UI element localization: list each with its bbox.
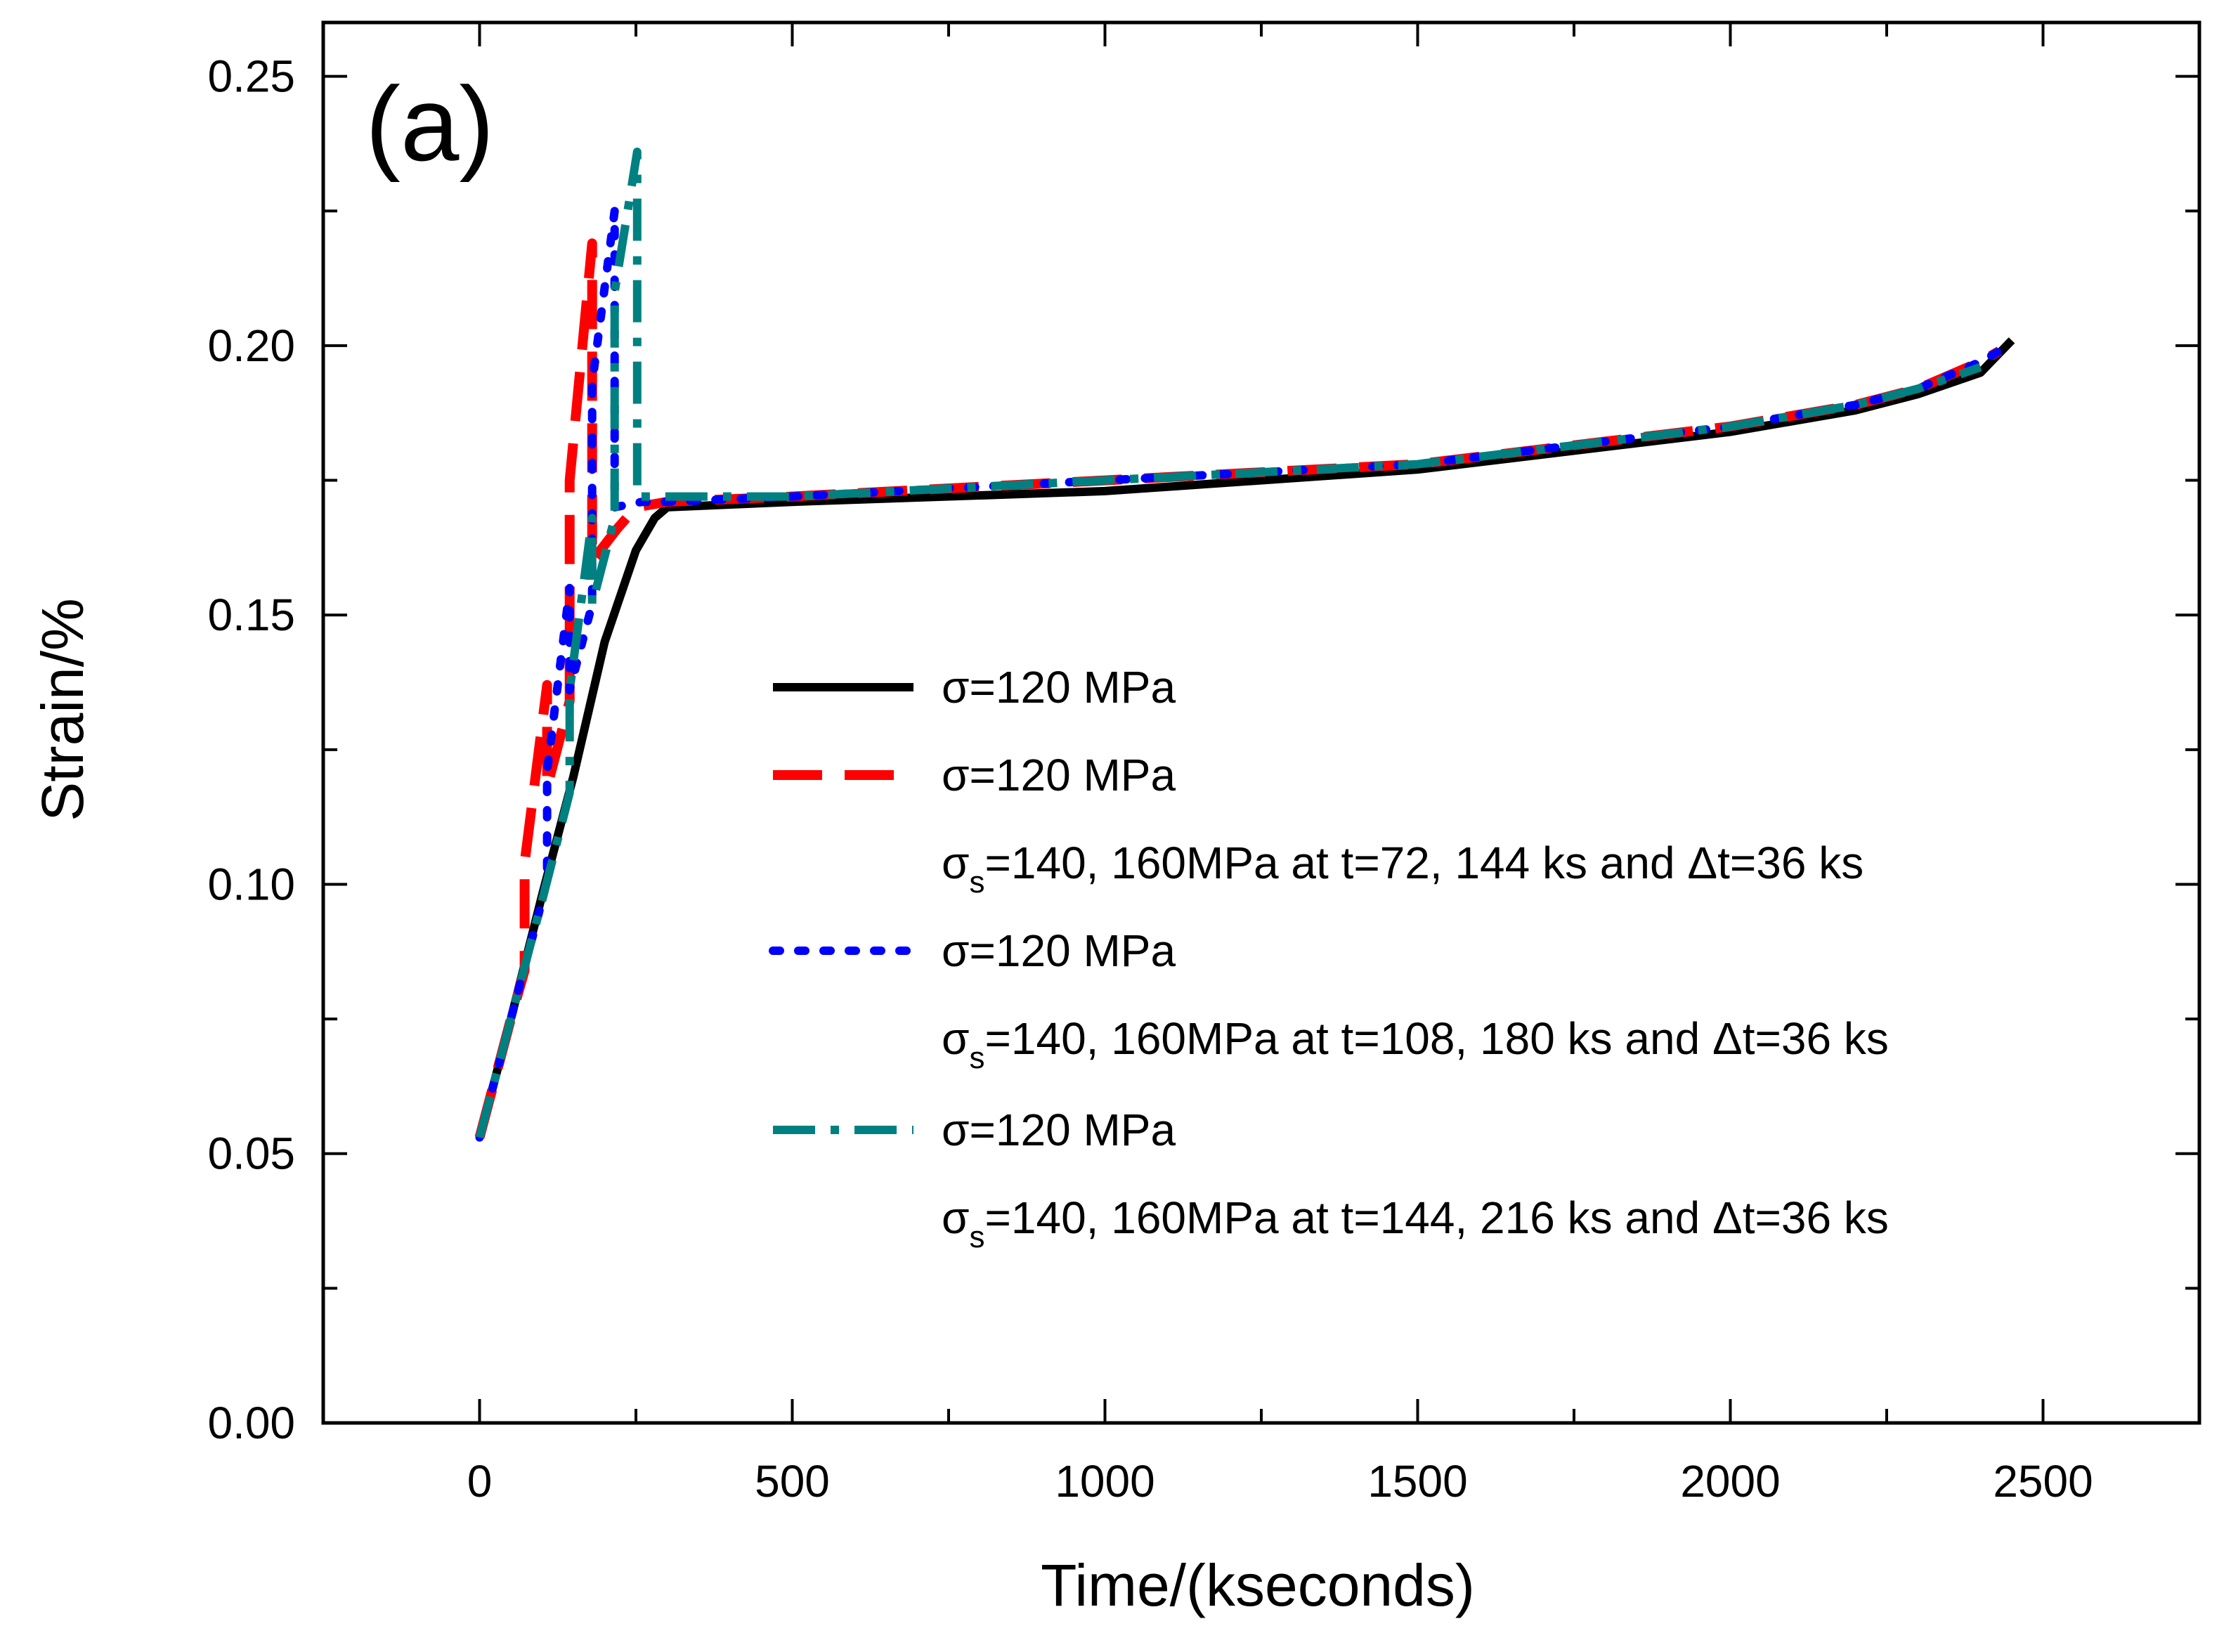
x-tick-label: 500 (755, 1456, 830, 1507)
legend-condition-text: =140, 160MPa at t=144, 216 ks and Δt=36 … (985, 1192, 1889, 1243)
legend-label-2: σ=120 MPa (942, 750, 1176, 800)
legend-condition-text: =140, 160MPa at t=108, 180 ks and Δt=36 … (985, 1013, 1889, 1064)
x-tick-label: 0 (467, 1456, 493, 1507)
legend-subscript: s (970, 865, 985, 899)
legend-subscript: s (970, 1220, 985, 1254)
x-tick-label: 2000 (1680, 1456, 1780, 1507)
legend-label-3: σ=120 MPa (942, 925, 1176, 976)
y-tick-label: 0.25 (207, 51, 295, 102)
legend-subscript: s (970, 1041, 985, 1075)
y-tick-label: 0.20 (207, 320, 295, 371)
y-tick-labels: 0.00 0.05 0.10 0.15 0.20 0.25 (207, 51, 295, 1448)
legend-sigma: σ (942, 838, 970, 888)
legend-label-1: σ=120 MPa (942, 662, 1176, 713)
x-axis-title: Time/(kseconds) (1041, 1552, 1475, 1618)
y-axis-title: Strain/% (30, 598, 96, 821)
legend-condition-4: σs=140, 160MPa at t=144, 216 ks and Δt=3… (942, 1192, 1889, 1254)
legend-condition-2: σs=140, 160MPa at t=72, 144 ks and Δt=36… (942, 838, 1863, 899)
legend-condition-text: =140, 160MPa at t=72, 144 ks and Δt=36 k… (985, 838, 1864, 888)
x-tick-labels: 0 500 1000 1500 2000 2500 (467, 1456, 2093, 1507)
x-tick-label: 1500 (1367, 1456, 1467, 1507)
y-tick-label: 0.00 (207, 1398, 295, 1448)
series-layer (474, 148, 2015, 1142)
series-line-1 (475, 337, 2015, 1139)
legend-condition-3: σs=140, 160MPa at t=108, 180 ks and Δt=3… (942, 1013, 1889, 1075)
y-tick-label: 0.10 (207, 859, 295, 909)
axis-ticks (322, 22, 2201, 1424)
x-tick-label: 1000 (1055, 1456, 1154, 1507)
legend-sigma: σ (942, 1013, 970, 1064)
x-tick-label: 2500 (1993, 1456, 2093, 1507)
y-tick-label: 0.05 (207, 1129, 295, 1179)
legend-label-4: σ=120 MPa (942, 1105, 1176, 1155)
legend-sigma: σ (942, 1192, 970, 1243)
panel-label: (a) (365, 65, 494, 183)
series-line-4 (475, 148, 1982, 1139)
y-tick-label: 0.15 (207, 590, 295, 640)
